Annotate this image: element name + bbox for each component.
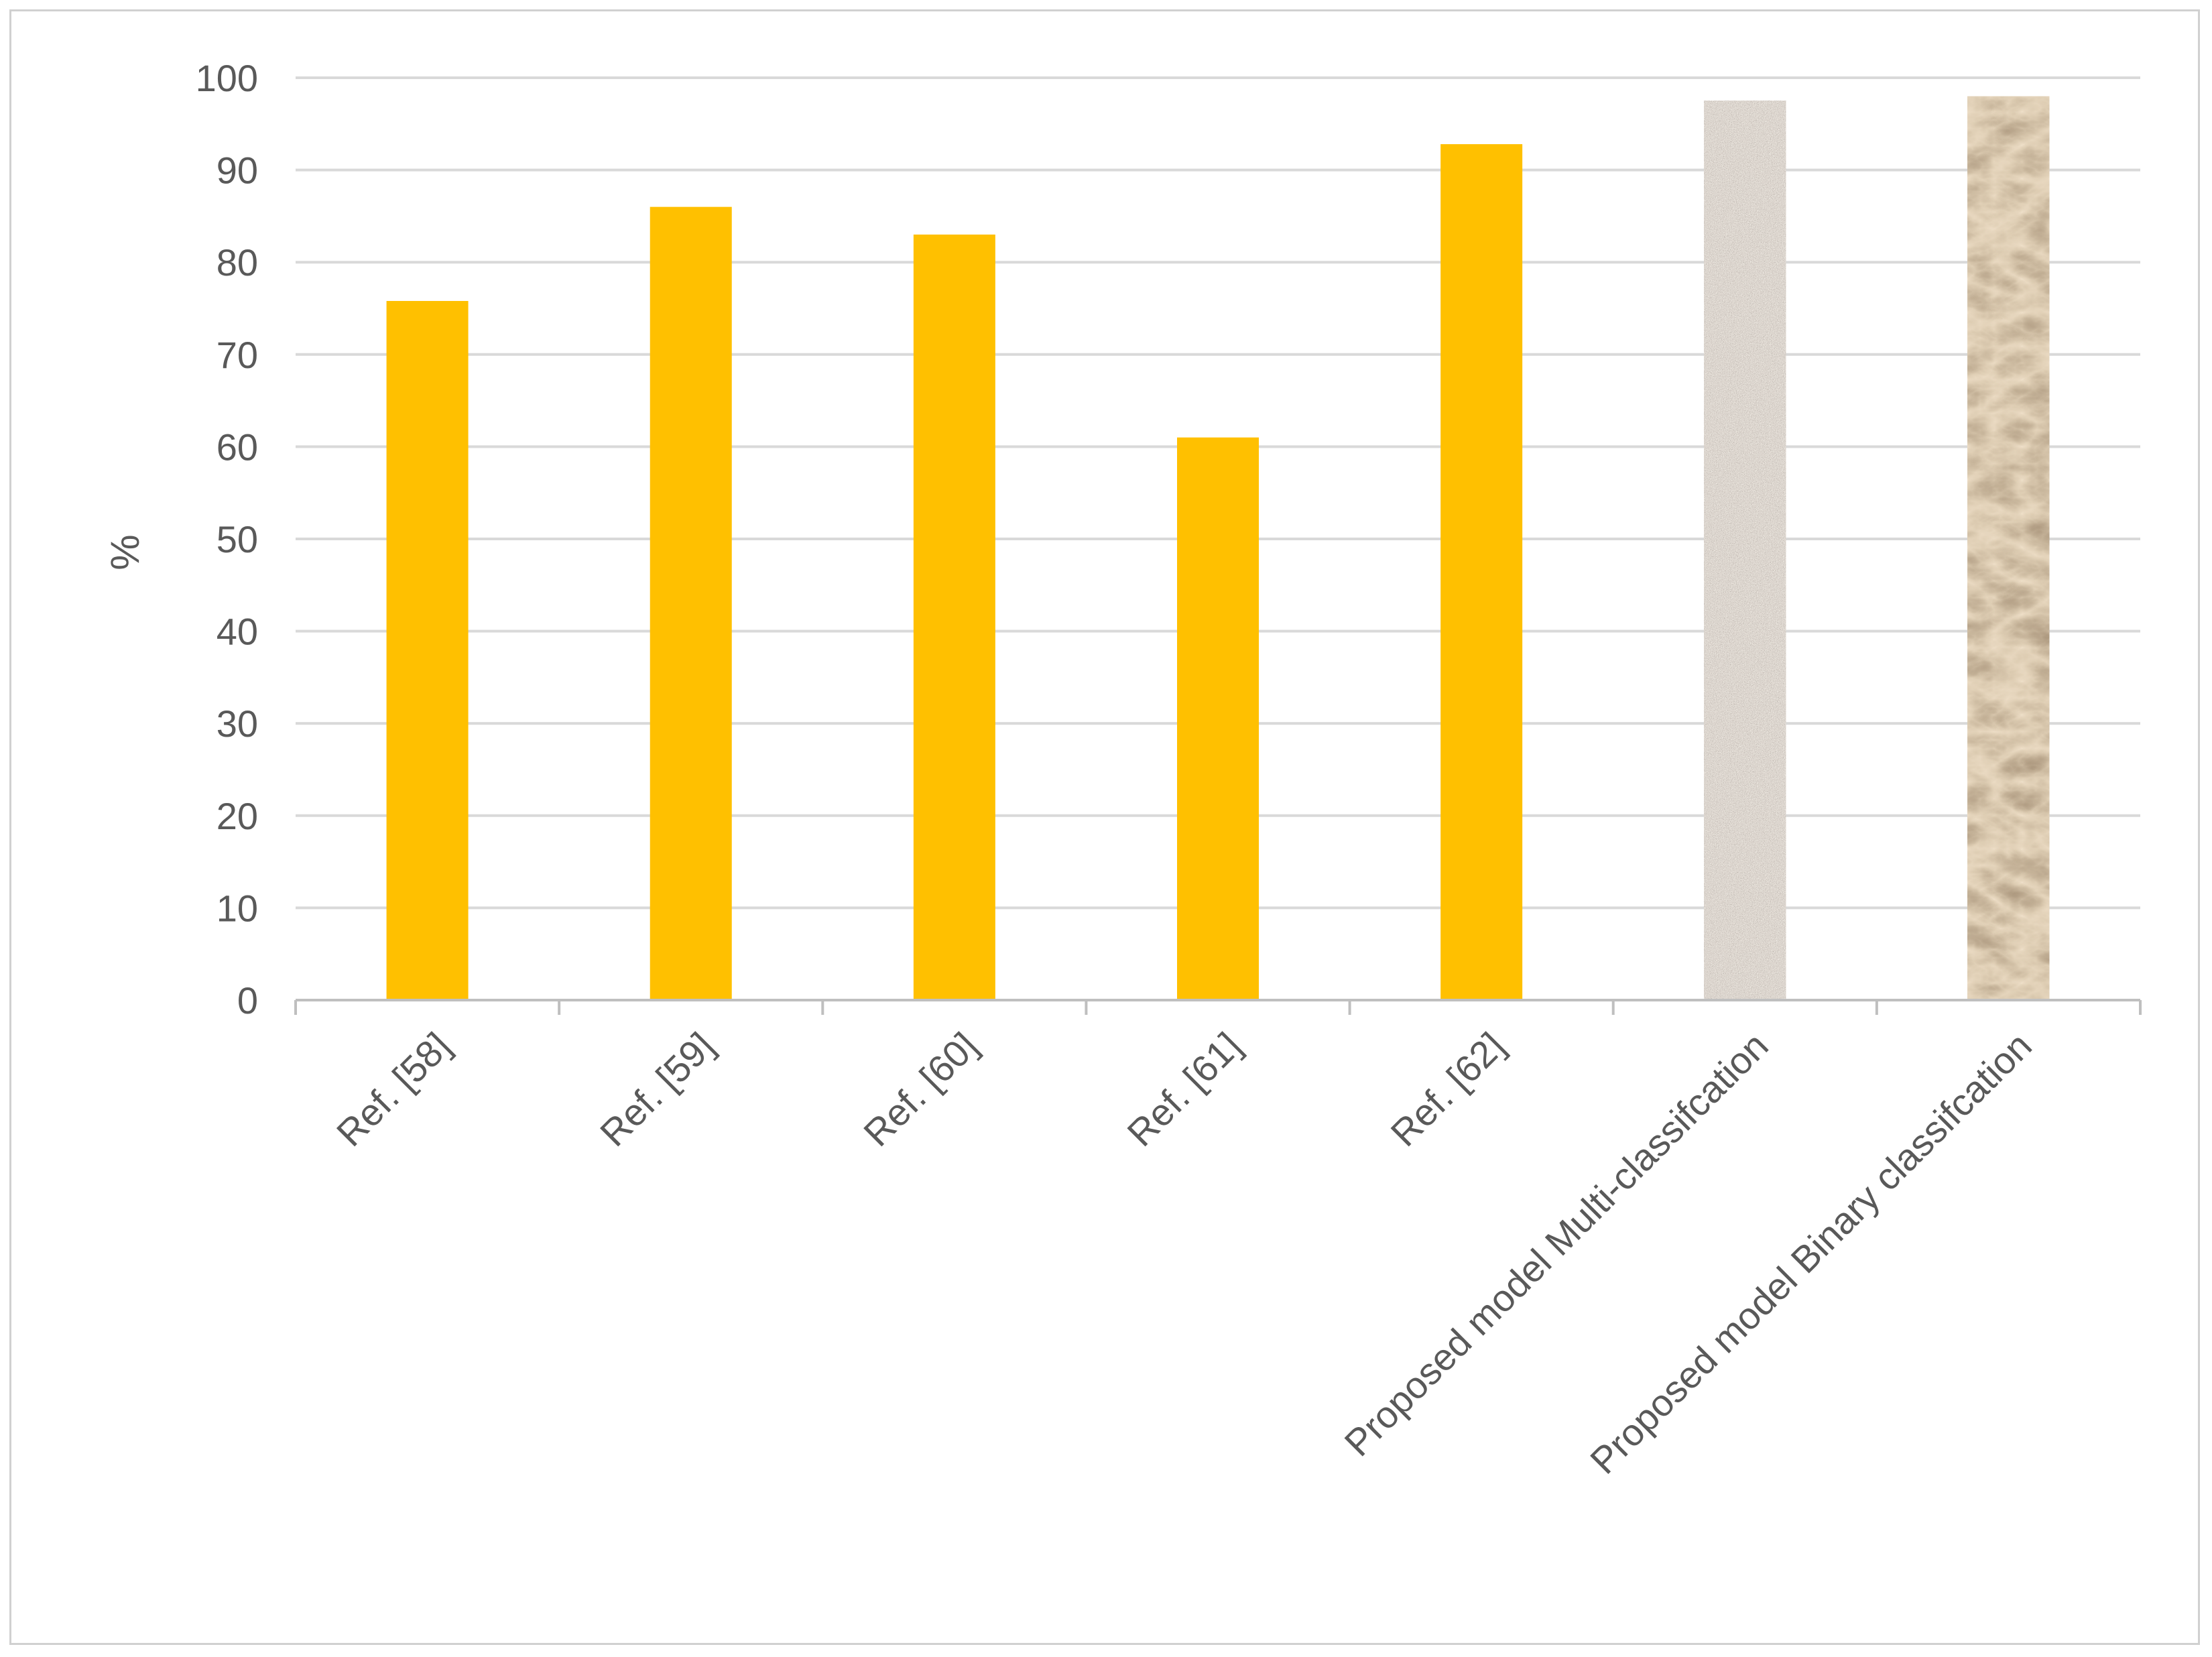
- bars: [386, 96, 2050, 1001]
- y-tick-label: 50: [217, 518, 258, 560]
- x-category-label: Ref. [58]: [328, 1024, 458, 1154]
- y-tick-label: 10: [217, 887, 258, 929]
- x-category-label: Ref. [59]: [592, 1024, 722, 1154]
- bar-4: [1177, 437, 1259, 1000]
- bar-chart: 0 10 20 30 40 50 60 70 80 90 100 Ref. [58] Ref. [59…: [103, 57, 2142, 1482]
- y-tick-label: 100: [196, 57, 258, 99]
- bar-3: [913, 234, 995, 1000]
- y-tick-label: 60: [217, 426, 258, 468]
- bar-1: [386, 300, 469, 1001]
- y-tick-label: 80: [217, 241, 258, 284]
- x-category-label: Ref. [61]: [1119, 1024, 1249, 1154]
- y-tick-label: 30: [217, 702, 258, 745]
- x-category-label: Ref. [62]: [1382, 1024, 1512, 1154]
- bar-5: [1440, 144, 1523, 1000]
- bar-7: [1967, 96, 2050, 1000]
- y-tick-label: 20: [217, 795, 258, 837]
- y-tick-label: 70: [217, 334, 258, 376]
- y-tick-label: 90: [217, 149, 258, 192]
- y-axis-title: %: [103, 534, 147, 570]
- y-tick-label: 0: [237, 979, 258, 1022]
- y-axis-ticks: 0 10 20 30 40 50 60 70 80 90 100: [196, 57, 258, 1022]
- bar-2: [650, 206, 732, 1000]
- x-axis: [294, 999, 2142, 1015]
- x-category-label: Proposed model Binary classifcation: [1582, 1024, 2040, 1482]
- x-category-label: Ref. [60]: [855, 1024, 985, 1154]
- x-category-label: Proposed model Multi-classifcation: [1336, 1024, 1776, 1464]
- bar-6: [1704, 101, 1786, 1000]
- chart-frame: 0 10 20 30 40 50 60 70 80 90 100 Ref. [58] Ref. [59…: [9, 9, 2200, 1645]
- y-tick-label: 40: [217, 611, 258, 653]
- x-axis-labels: Ref. [58] Ref. [59] Ref. [60] Ref. [61] Ref.…: [328, 1024, 2040, 1482]
